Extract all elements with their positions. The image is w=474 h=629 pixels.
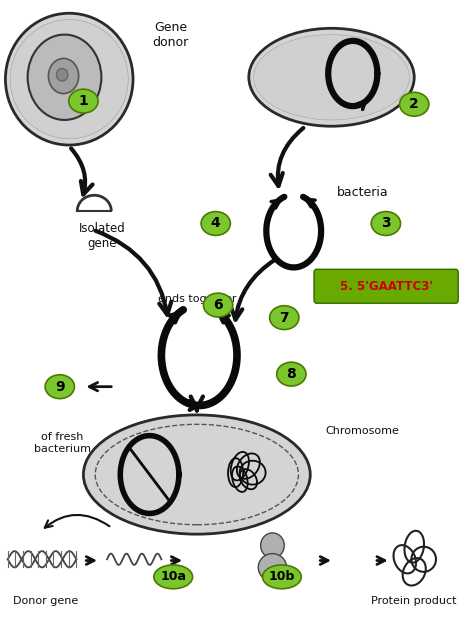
Text: Isolated
gene: Isolated gene bbox=[79, 222, 126, 250]
Ellipse shape bbox=[27, 35, 101, 120]
Text: 9: 9 bbox=[55, 380, 64, 394]
Ellipse shape bbox=[48, 58, 79, 94]
Ellipse shape bbox=[10, 19, 128, 139]
Text: of fresh
bacterium: of fresh bacterium bbox=[34, 432, 91, 454]
Text: Chromosome: Chromosome bbox=[325, 426, 399, 436]
Ellipse shape bbox=[56, 69, 68, 81]
Text: 10b: 10b bbox=[269, 571, 295, 583]
Text: Gene
donor: Gene donor bbox=[153, 21, 189, 49]
Ellipse shape bbox=[5, 13, 133, 145]
Text: 6: 6 bbox=[213, 298, 223, 312]
Ellipse shape bbox=[201, 211, 230, 235]
Ellipse shape bbox=[154, 565, 192, 589]
Text: 8: 8 bbox=[286, 367, 296, 381]
Ellipse shape bbox=[270, 306, 299, 330]
Ellipse shape bbox=[261, 533, 284, 558]
Text: 10a: 10a bbox=[160, 571, 186, 583]
Text: 2: 2 bbox=[410, 97, 419, 111]
FancyBboxPatch shape bbox=[314, 269, 458, 303]
Ellipse shape bbox=[69, 89, 98, 113]
Text: Donor gene: Donor gene bbox=[13, 596, 78, 606]
Ellipse shape bbox=[263, 565, 301, 589]
Ellipse shape bbox=[400, 92, 429, 116]
Text: 5. 5'GAATTC3': 5. 5'GAATTC3' bbox=[339, 280, 433, 292]
Text: 4: 4 bbox=[211, 216, 220, 230]
Ellipse shape bbox=[83, 415, 310, 534]
Text: 7: 7 bbox=[280, 311, 289, 325]
Ellipse shape bbox=[371, 211, 401, 235]
Ellipse shape bbox=[45, 375, 74, 399]
Ellipse shape bbox=[277, 362, 306, 386]
Ellipse shape bbox=[203, 293, 233, 317]
Ellipse shape bbox=[254, 35, 410, 120]
Text: ends together: ends together bbox=[157, 294, 236, 304]
Text: 3: 3 bbox=[381, 216, 391, 230]
Text: Protein product: Protein product bbox=[372, 596, 457, 606]
Ellipse shape bbox=[249, 28, 414, 126]
Ellipse shape bbox=[258, 554, 287, 581]
Text: bacteria: bacteria bbox=[337, 186, 388, 199]
Text: 1: 1 bbox=[79, 94, 88, 108]
